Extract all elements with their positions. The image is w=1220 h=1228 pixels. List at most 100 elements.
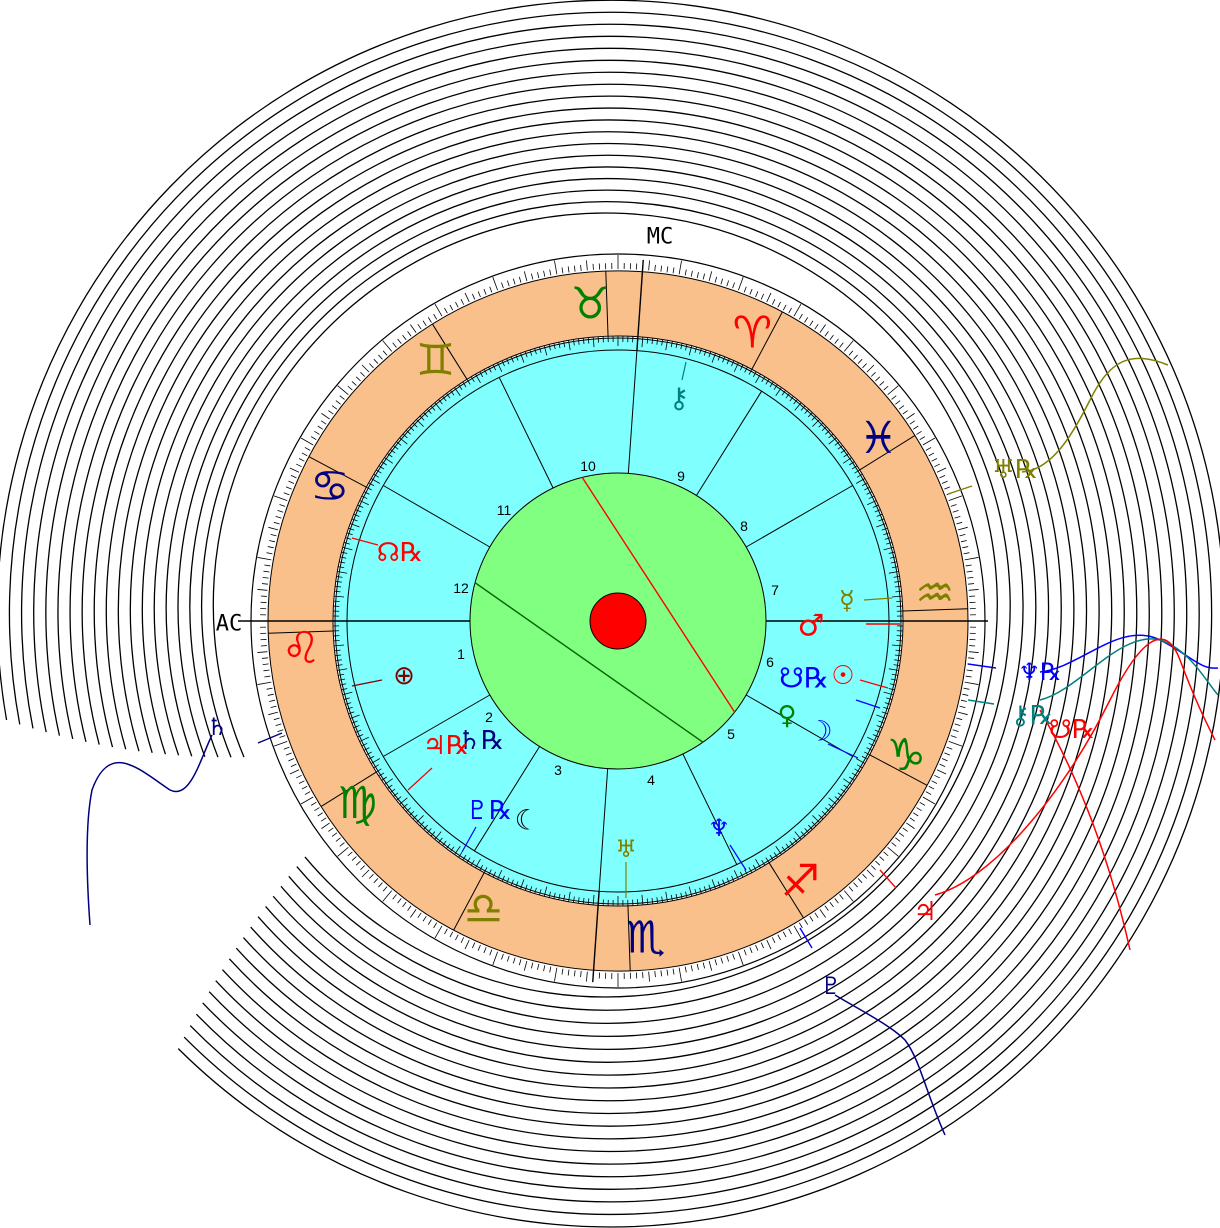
degree-tick: [573, 896, 575, 903]
house-cusp: [498, 377, 554, 489]
degree-tick: [492, 364, 497, 371]
degree-tick: [919, 436, 926, 441]
degree-tick: [334, 595, 345, 598]
degree-tick: [446, 843, 451, 849]
mars-icon: ♂: [798, 609, 825, 644]
degree-tick: [717, 881, 721, 888]
degree-tick: [263, 669, 270, 672]
degree-tick: [321, 413, 330, 420]
degree-tick: [539, 889, 542, 896]
degree-tick: [321, 822, 330, 829]
degree-tick: [423, 412, 429, 418]
degree-tick: [862, 363, 867, 369]
degree-tick: [861, 755, 868, 760]
degree-tick: [317, 425, 324, 430]
degree-tick: [888, 668, 899, 671]
transit-path: [834, 994, 946, 1136]
degree-tick: [351, 856, 357, 861]
degree-tick: [543, 345, 548, 356]
degree-tick: [378, 465, 385, 470]
moon-icon: ☾: [514, 804, 539, 837]
degree-tick: [891, 842, 897, 847]
degree-tick: [310, 436, 317, 441]
degree-tick: [819, 909, 826, 918]
house-number-10: 10: [580, 458, 596, 474]
degree-tick: [854, 768, 860, 773]
degree-tick: [416, 815, 424, 823]
degree-tick: [558, 342, 561, 349]
degree-tick: [726, 877, 730, 884]
degree-tick: [416, 419, 424, 427]
house-cusp: [383, 694, 491, 757]
sign-gemini-icon: ♊: [416, 335, 455, 386]
degree-tick: [417, 912, 422, 919]
degree-tick: [916, 430, 922, 435]
degree-tick: [580, 971, 582, 978]
chiron-icon: ⚷: [669, 382, 690, 415]
degree-tick: [392, 342, 397, 348]
degree-tick: [890, 678, 897, 681]
transit-path: [86, 734, 213, 926]
spiral-ring: [8, 11, 1213, 1216]
degree-tick: [387, 453, 393, 458]
degree-tick: [548, 891, 551, 898]
degree-tick: [335, 580, 342, 583]
degree-tick: [353, 513, 360, 517]
degree-tick: [475, 373, 481, 384]
degree-tick: [834, 441, 840, 446]
degree-tick: [648, 260, 650, 271]
degree-tick: [840, 449, 846, 454]
degree-tick: [731, 360, 735, 367]
degree-tick: [531, 273, 534, 280]
degree-tick: [883, 851, 889, 857]
degree-tick: [777, 934, 781, 941]
degree-tick: [472, 293, 476, 300]
degree-tick: [438, 399, 443, 405]
degree-tick: [726, 358, 730, 365]
degree-tick: [887, 846, 899, 857]
sign-boundary: [268, 630, 334, 634]
degree-tick: [369, 363, 374, 369]
degree-tick: [529, 349, 533, 356]
degree-tick: [798, 922, 803, 929]
degree-tick: [257, 651, 268, 653]
degree-tick: [438, 837, 443, 843]
degree-tick: [543, 886, 548, 897]
degree-tick: [328, 410, 334, 415]
degree-tick: [952, 509, 959, 513]
part-of-fortune-icon: ⊕: [393, 661, 415, 691]
degree-tick: [262, 576, 269, 579]
degree-tick: [843, 784, 849, 789]
degree-tick: [848, 350, 854, 356]
degree-tick: [433, 313, 438, 320]
degree-tick: [950, 504, 957, 507]
degree-tick: [785, 393, 790, 399]
degree-tick: [891, 566, 898, 569]
degree-tick: [660, 265, 663, 272]
degree-tick: [883, 706, 890, 710]
degree-tick: [688, 345, 693, 356]
transit-saturn-icon: ♄: [206, 713, 228, 741]
degree-tick: [399, 437, 408, 445]
degree-tick: [492, 951, 498, 966]
degree-tick: [800, 405, 806, 411]
degree-tick: [941, 480, 948, 484]
degree-tick: [304, 791, 311, 795]
degree-tick: [789, 396, 794, 402]
degree-tick: [771, 299, 776, 305]
degree-tick: [568, 891, 571, 902]
degree-tick: [654, 264, 656, 271]
sign-boundary: [751, 311, 783, 370]
degree-tick: [895, 837, 901, 842]
degree-tick: [656, 338, 659, 345]
degree-tick: [963, 687, 970, 690]
sign-boundary: [432, 323, 468, 380]
degree-tick: [866, 869, 875, 878]
degree-tick: [567, 969, 570, 976]
degree-tick: [472, 942, 476, 949]
degree-tick: [893, 576, 900, 578]
degree-tick: [558, 893, 561, 900]
degree-tick: [948, 495, 963, 501]
sun-icon: ☉: [831, 661, 854, 691]
degree-tick: [793, 303, 802, 317]
